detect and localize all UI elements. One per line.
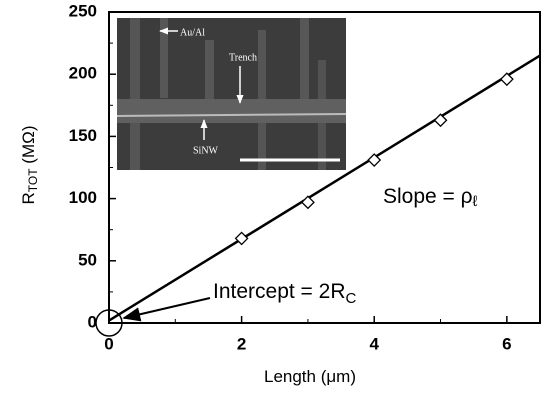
y-tick-label: 0 [88, 312, 97, 331]
y-label-part: R [19, 192, 38, 204]
inset-label: Au/Al [180, 27, 205, 38]
x-label-part: μm [326, 367, 350, 386]
y-label-sub: TOT [26, 168, 40, 192]
y-axis-label: RTOT (MΩ) [19, 126, 40, 205]
x-axis-label: Length (μm) [264, 367, 356, 386]
x-tick-label: 2 [237, 334, 246, 353]
x-tick-label: 4 [369, 334, 379, 353]
x-label-part: Length ( [264, 367, 327, 386]
x-tick-label: 6 [502, 334, 511, 353]
x-tick-label: 0 [104, 334, 113, 353]
y-tick-label: 100 [69, 188, 97, 207]
y-tick-label: 150 [69, 126, 97, 145]
arrow [124, 298, 210, 318]
inset-label: Trench [229, 52, 257, 63]
chart: Au/Al Trench SiNW RTOT (MΩ) Length (μm) … [0, 0, 542, 392]
data-point [435, 114, 447, 126]
x-label-part: ) [350, 367, 356, 386]
data-point [501, 73, 513, 85]
annotation-part: Intercept = 2R [213, 280, 346, 303]
inset-label: SiNW [193, 145, 219, 156]
annotation-sub: ℓ [473, 193, 478, 210]
y-tick-label: 250 [69, 1, 97, 20]
y-tick-label: 200 [69, 64, 97, 83]
y-tick-label: 50 [78, 250, 97, 269]
slope-annotation: Slope = ρℓ [383, 185, 478, 210]
annotation-part: Slope = ρ [383, 185, 473, 208]
annotation-sub: C [346, 290, 357, 307]
y-label-part: (MΩ) [19, 126, 38, 169]
intercept-annotation: Intercept = 2RC [213, 280, 357, 307]
inset-image: Au/Al Trench SiNW [117, 18, 346, 170]
data-point [302, 196, 314, 208]
